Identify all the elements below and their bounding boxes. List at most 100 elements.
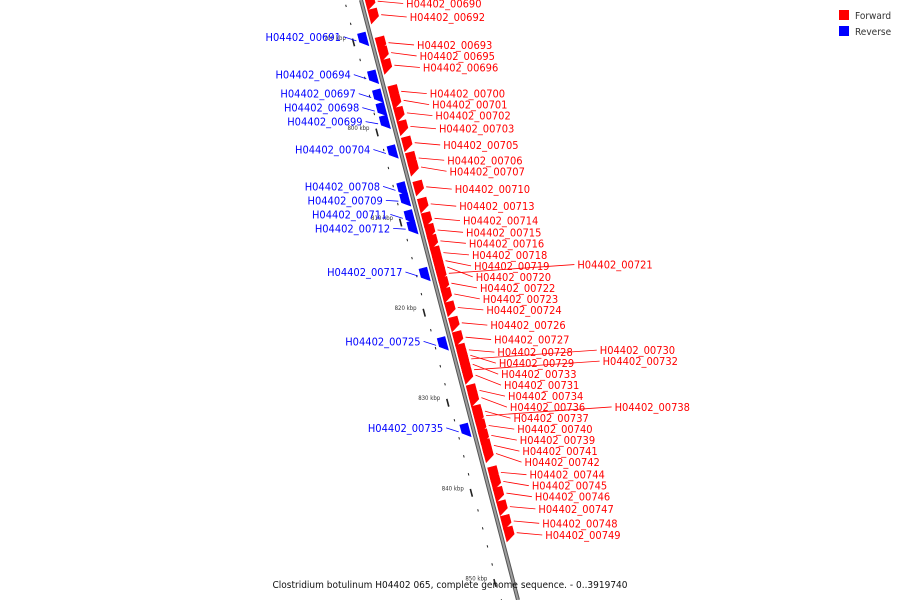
gene-label-H04402_00694: H04402_00694 bbox=[275, 69, 350, 82]
leader-H04402_00736 bbox=[481, 397, 508, 408]
minor-tick bbox=[430, 328, 432, 332]
gene-H04402_00710 bbox=[412, 179, 425, 197]
minor-tick bbox=[368, 94, 371, 98]
gene-label-H04402_00716: H04402_00716 bbox=[469, 237, 544, 250]
gene-H04402_00714 bbox=[420, 211, 433, 228]
leader-H04402_00718 bbox=[443, 252, 469, 256]
gene-label-H04402_00707: H04402_00707 bbox=[450, 165, 525, 178]
minor-tick bbox=[420, 292, 423, 296]
minor-tick bbox=[467, 473, 470, 476]
gene-H04402_00724 bbox=[444, 300, 456, 318]
leader-H04402_00725 bbox=[423, 340, 437, 346]
minor-tick bbox=[387, 166, 390, 170]
leader-H04402_00700 bbox=[401, 90, 427, 94]
tick-label: 800 kbp bbox=[347, 125, 370, 132]
gene-H04402_00705 bbox=[400, 135, 413, 153]
gene-H04402_00742 bbox=[482, 446, 494, 464]
gene-label-H04402_00718: H04402_00718 bbox=[472, 249, 547, 262]
leader-H04402_00719 bbox=[445, 260, 472, 267]
leader-H04402_00724 bbox=[457, 307, 484, 311]
legend: Forward Reverse bbox=[839, 10, 892, 38]
gene-label-H04402_00745: H04402_00745 bbox=[532, 480, 607, 493]
gene-label-H04402_00714: H04402_00714 bbox=[463, 215, 538, 228]
gene-H04402_00694 bbox=[367, 69, 380, 84]
major-tick bbox=[398, 218, 403, 227]
gene-label-H04402_00748: H04402_00748 bbox=[542, 517, 617, 530]
leader-H04402_00691 bbox=[343, 36, 357, 42]
minor-tick bbox=[458, 436, 460, 440]
gene-label-H04402_00749: H04402_00749 bbox=[545, 529, 620, 542]
tick-label: 840 kbp bbox=[442, 485, 465, 492]
gene-label-H04402_00728: H04402_00728 bbox=[497, 346, 572, 359]
gene-H04402_00696 bbox=[380, 58, 393, 75]
minor-tick bbox=[406, 238, 409, 242]
gene-label-H04402_00740: H04402_00740 bbox=[517, 423, 592, 436]
leader-H04402_00720 bbox=[447, 266, 473, 278]
leader-H04402_00738 bbox=[486, 406, 612, 416]
leader-H04402_00729 bbox=[470, 354, 496, 364]
gene-H04402_00739 bbox=[477, 428, 490, 446]
gene-label-H04402_00724: H04402_00724 bbox=[486, 304, 561, 317]
gene-H04402_00746 bbox=[492, 485, 505, 503]
leader-H04402_00717 bbox=[405, 271, 419, 277]
gene-H04402_00735 bbox=[459, 422, 472, 438]
minor-tick bbox=[373, 112, 376, 116]
gene-label-H04402_00709: H04402_00709 bbox=[308, 194, 383, 207]
gene-label-H04402_00708: H04402_00708 bbox=[305, 180, 380, 193]
gene-label-H04402_00697: H04402_00697 bbox=[280, 88, 355, 101]
leader-H04402_00698 bbox=[362, 107, 375, 112]
leader-H04402_00708 bbox=[382, 186, 396, 191]
major-tick bbox=[493, 578, 497, 588]
tick-label: 820 kbp bbox=[395, 305, 418, 312]
leader-H04402_00696 bbox=[394, 64, 420, 68]
minor-tick bbox=[481, 527, 484, 530]
gene-label-H04402_00692: H04402_00692 bbox=[410, 11, 485, 24]
leader-H04402_00731 bbox=[475, 374, 502, 386]
gene-label-H04402_00711: H04402_00711 bbox=[312, 208, 387, 221]
gene-H04402_00748 bbox=[499, 513, 512, 531]
legend-forward-label: Forward bbox=[855, 11, 891, 22]
gene-label-H04402_00729: H04402_00729 bbox=[499, 357, 574, 370]
gene-label-H04402_00739: H04402_00739 bbox=[520, 434, 595, 447]
leader-H04402_00703 bbox=[410, 126, 436, 130]
leader-H04402_00744 bbox=[500, 472, 527, 476]
gene-label-H04402_00741: H04402_00741 bbox=[522, 445, 597, 458]
minor-tick bbox=[477, 509, 479, 512]
leader-H04402_00705 bbox=[414, 142, 441, 146]
gene-label-H04402_00715: H04402_00715 bbox=[466, 226, 541, 239]
gene-label-H04402_00702: H04402_00702 bbox=[435, 110, 510, 123]
leader-H04402_00695 bbox=[391, 52, 417, 57]
gene-H04402_00702 bbox=[393, 105, 405, 123]
gene-label-H04402_00742: H04402_00742 bbox=[525, 456, 600, 469]
leader-H04402_00745 bbox=[503, 481, 529, 487]
tick-label: 790 kbp bbox=[324, 35, 347, 42]
leader-H04402_00741 bbox=[493, 445, 520, 452]
gene-label-H04402_00706: H04402_00706 bbox=[447, 154, 522, 167]
gene-H04402_00736 bbox=[467, 390, 480, 408]
major-tick bbox=[375, 128, 379, 137]
gene-label-H04402_00732: H04402_00732 bbox=[603, 355, 678, 368]
gene-H04402_00711 bbox=[403, 209, 416, 224]
gene-label-H04402_00700: H04402_00700 bbox=[430, 88, 505, 101]
leader-H04402_00728 bbox=[468, 349, 495, 353]
backbone-line bbox=[360, 0, 519, 600]
leader-H04402_00706 bbox=[418, 157, 445, 161]
gene-label-H04402_00736: H04402_00736 bbox=[510, 401, 585, 414]
gene-label-H04402_00704: H04402_00704 bbox=[295, 143, 370, 156]
gene-label-H04402_00726: H04402_00726 bbox=[490, 319, 565, 332]
leader-H04402_00704 bbox=[373, 149, 387, 154]
minor-tick bbox=[411, 256, 413, 260]
leader-H04402_00721 bbox=[448, 264, 575, 274]
leader-H04402_00701 bbox=[403, 99, 430, 105]
gene-H04402_00699 bbox=[378, 114, 391, 129]
gene-label-H04402_00735: H04402_00735 bbox=[368, 422, 443, 435]
minor-tick bbox=[397, 202, 399, 206]
leader-H04402_00747 bbox=[509, 506, 536, 510]
leader-H04402_00715 bbox=[437, 229, 464, 233]
leader-H04402_00707 bbox=[420, 166, 447, 172]
gene-H04402_00704 bbox=[386, 144, 399, 159]
tick-layer: 790 kbp 800 kbp 810 kbp 820 kbp 830 kbp 840 k… bbox=[324, 4, 502, 600]
gene-label-H04402_00725: H04402_00725 bbox=[345, 335, 420, 348]
